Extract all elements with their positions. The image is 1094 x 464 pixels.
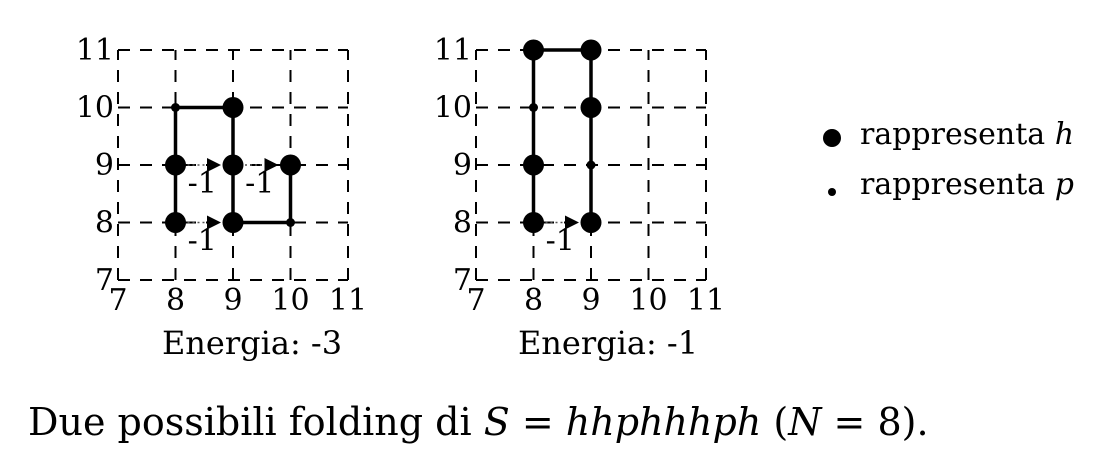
y-tick-label: 7: [95, 263, 114, 298]
legend-h-text: rappresenta h: [860, 117, 1074, 152]
h-residue: [580, 212, 602, 233]
contact-arrowhead: [207, 215, 221, 230]
lattice-folding-2: 7 8 9 10 11 7 8 9 10 11 -1: [434, 33, 725, 318]
contact-energy-label: -1: [188, 224, 217, 259]
p-residue: [529, 103, 538, 112]
energy-label-2: Energia: -1: [518, 324, 698, 362]
x-tick-label: 7: [108, 283, 127, 318]
h-legend-marker: [823, 129, 841, 147]
lattice-folding-1: 7 8 9 10 11 7 8 9 10 11 -1 -1 -1: [76, 33, 367, 318]
y-tick-label: 10: [434, 91, 472, 126]
contact-arrowhead: [264, 158, 279, 172]
y-tick-label: 11: [434, 33, 472, 68]
h-residue: [280, 154, 301, 176]
p-residue: [586, 160, 596, 170]
y-tick-label: 11: [76, 33, 114, 68]
x-tick-label: 10: [271, 283, 309, 318]
contact-energy-label: -1: [188, 166, 217, 201]
y-tick-label: 8: [453, 206, 472, 241]
p-residue: [171, 103, 180, 112]
h-residue: [222, 154, 244, 176]
x-tick-label: 9: [223, 283, 242, 318]
contact-energy-label: -1: [245, 166, 274, 201]
contact-energy-label: -1: [546, 224, 575, 259]
contact-arrowhead: [565, 215, 579, 230]
legend-p-text: rappresenta p: [860, 167, 1074, 202]
y-tick-label: 8: [95, 206, 114, 241]
x-tick-label: 9: [581, 283, 600, 318]
x-tick-label: 10: [629, 283, 667, 318]
x-tick-label: 8: [524, 283, 543, 318]
y-tick-label: 7: [453, 263, 472, 298]
h-residue: [165, 212, 186, 233]
h-residue: [523, 212, 544, 233]
x-tick-label: 11: [687, 283, 725, 318]
h-residue: [580, 97, 602, 118]
energy-label-1: Energia: -3: [162, 324, 342, 362]
x-tick-label: 8: [166, 283, 185, 318]
figure-caption: Due possibili folding di S = hhphhhph (N…: [28, 400, 929, 444]
y-tick-label: 9: [95, 148, 114, 183]
h-residue: [165, 154, 186, 176]
p-residue: [286, 218, 295, 227]
y-tick-label: 9: [453, 148, 472, 183]
h-residue: [222, 97, 244, 118]
h-residue: [222, 212, 244, 233]
contact-arrowhead: [207, 158, 221, 172]
h-residue: [580, 39, 602, 61]
h-residue: [523, 154, 544, 176]
legend: rappresenta h rappresenta p: [823, 117, 1074, 202]
p-legend-marker: [828, 188, 836, 196]
x-tick-label: 7: [466, 283, 485, 318]
y-tick-label: 10: [76, 91, 114, 126]
x-tick-label: 11: [329, 283, 367, 318]
h-residue: [523, 39, 544, 61]
